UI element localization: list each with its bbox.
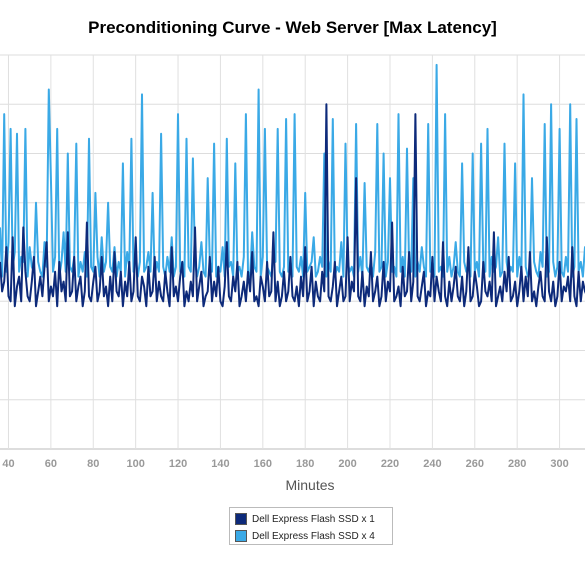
legend-swatch-ssd-x4 [235, 530, 247, 542]
x-axis-ticks: 40 60 80 100 120 140 160 180 200 220 240 260 280 300 [2, 458, 568, 470]
legend-item-ssd-x4: Dell Express Flash SSD x 4 [235, 529, 375, 543]
series-lines [0, 63, 585, 308]
x-tick-label: 80 [87, 458, 99, 470]
x-tick-label: 200 [338, 458, 356, 470]
x-tick-label: 60 [45, 458, 57, 470]
x-tick-label: 40 [2, 458, 14, 470]
legend-item-ssd-x1: Dell Express Flash SSD x 1 [235, 512, 375, 526]
x-tick-label: 280 [508, 458, 526, 470]
legend-swatch-ssd-x1 [235, 513, 247, 525]
x-tick-label: 140 [211, 458, 229, 470]
chart-title: Preconditioning Curve - Web Server [Max … [88, 18, 497, 37]
legend-label-ssd-x1: Dell Express Flash SSD x 1 [252, 513, 375, 525]
legend-label-ssd-x4: Dell Express Flash SSD x 4 [252, 530, 375, 542]
x-tick-label: 100 [126, 458, 144, 470]
x-tick-label: 240 [423, 458, 441, 470]
series-line-ssd-x1 [0, 103, 585, 308]
x-tick-label: 160 [254, 458, 272, 470]
legend: Dell Express Flash SSD x 1 Dell Express … [229, 507, 393, 545]
x-tick-label: 260 [466, 458, 484, 470]
series-line-ssd-x4 [0, 63, 585, 278]
x-tick-label: 120 [169, 458, 187, 470]
x-tick-label: 300 [550, 458, 568, 470]
x-tick-label: 180 [296, 458, 314, 470]
x-tick-label: 220 [381, 458, 399, 470]
x-axis-label: Minutes [285, 477, 335, 493]
